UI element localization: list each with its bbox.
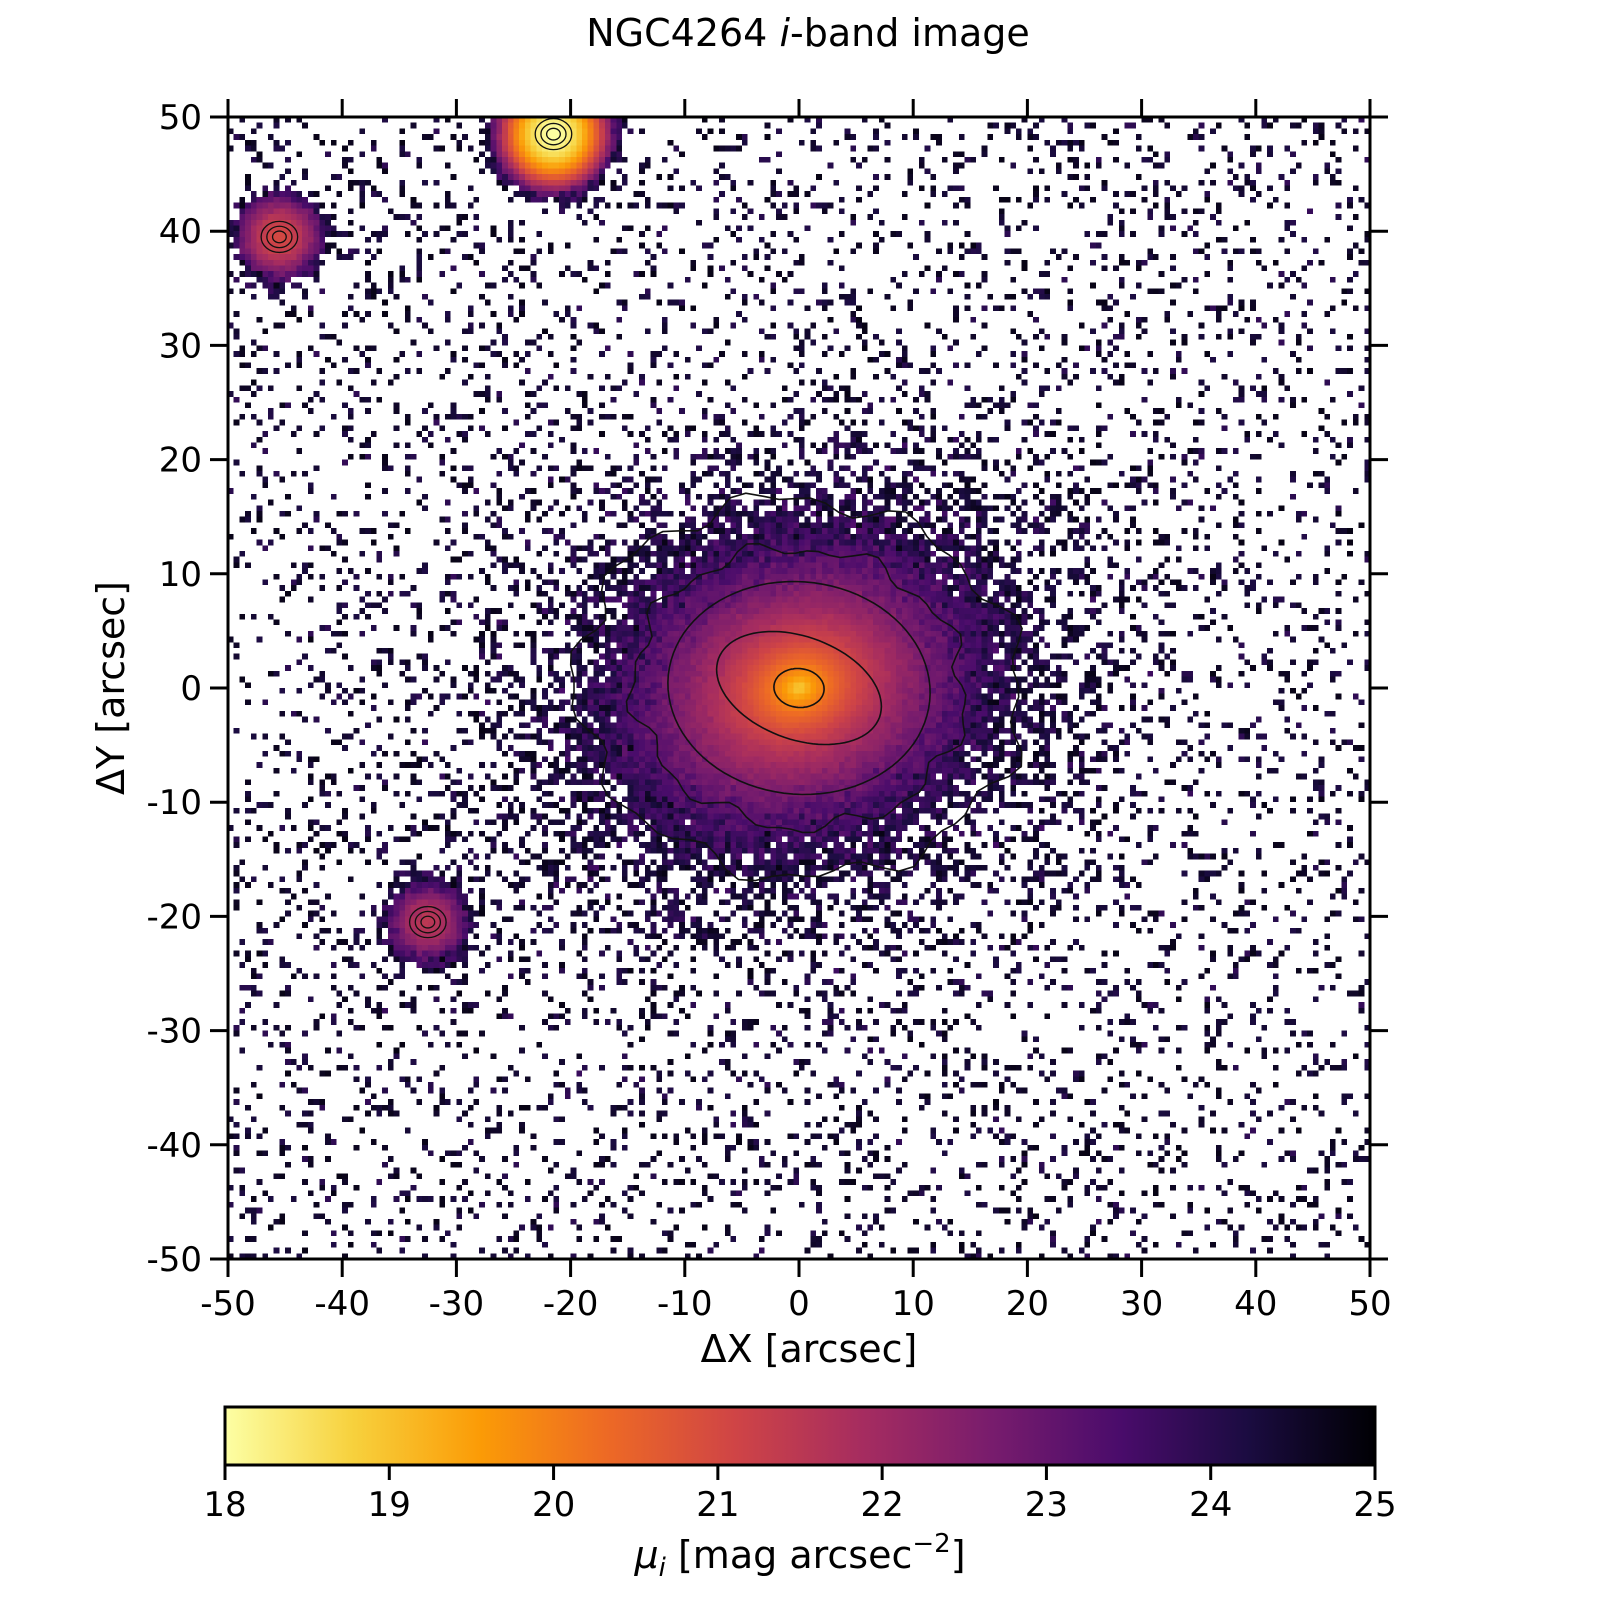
isophote-contour [715, 630, 883, 746]
source-contour [420, 915, 436, 929]
colorbar-tick-label: 21 [696, 1485, 739, 1525]
colorbar-gradient [223, 1405, 1377, 1467]
image-plot-area [226, 115, 1372, 1261]
y-tick-label: -30 [146, 1012, 202, 1052]
colorbar-label: μi [mag arcsec−2] [633, 1529, 965, 1583]
y-axis-label: ΔY [arcsec] [89, 581, 133, 795]
y-tick-label: -50 [146, 1240, 202, 1280]
x-tick-label: -50 [200, 1284, 256, 1324]
x-tick-label: 0 [788, 1284, 810, 1324]
source-contour [260, 220, 299, 254]
x-axis: -50 -40 -30 -20 -10 0 10 20 30 40 50 [200, 99, 1392, 1324]
isophote-contour [569, 492, 1023, 882]
y-tick-label: 10 [159, 555, 202, 595]
source-contour [414, 910, 442, 934]
source-contour [534, 117, 573, 151]
y-tick-label: -40 [146, 1126, 202, 1166]
colorbar-tick-label: 18 [203, 1485, 246, 1525]
source-contour [408, 905, 447, 939]
source-contour [266, 225, 293, 249]
x-axis-label: ΔX [arcsec] [701, 1327, 918, 1371]
x-tick-label: 40 [1234, 1284, 1277, 1324]
y-axis: -50 -40 -30 -20 -10 0 10 20 30 40 50 [146, 98, 1388, 1280]
isophote-contour [625, 542, 967, 834]
colorbar-tick-label: 24 [1189, 1485, 1232, 1525]
chart-title: NGC4264 i-band image [586, 11, 1030, 55]
x-tick-label: -40 [314, 1284, 370, 1324]
x-tick-label: -20 [543, 1284, 599, 1324]
x-tick-label: 50 [1348, 1284, 1391, 1324]
colorbar-tick-label: 23 [1025, 1485, 1068, 1525]
colorbar-ticks: 18 19 20 21 22 23 24 25 [203, 1465, 1397, 1525]
isophote-contour [667, 580, 931, 796]
source-contour [545, 127, 561, 141]
isophote-contours [260, 117, 1023, 939]
colorbar-tick-label: 20 [532, 1485, 575, 1525]
x-tick-label: 30 [1120, 1284, 1163, 1324]
x-tick-label: 10 [892, 1284, 935, 1324]
isophote-contour [773, 667, 825, 709]
x-tick-label: -30 [429, 1284, 485, 1324]
y-tick-label: 20 [159, 441, 202, 481]
colorbar: 18 19 20 21 22 23 24 25 μi [mag arcsec−2] [203, 1405, 1397, 1583]
source-contour [540, 122, 567, 146]
y-tick-label: 0 [180, 669, 202, 709]
x-tick-label: 20 [1006, 1284, 1049, 1324]
surface-brightness-image [228, 117, 1370, 1259]
y-tick-label: 50 [159, 98, 202, 138]
y-tick-label: -10 [146, 783, 202, 823]
x-tick-label: -10 [657, 1284, 713, 1324]
colorbar-tick-label: 22 [861, 1485, 904, 1525]
colorbar-tick-label: 19 [368, 1485, 411, 1525]
y-tick-label: 30 [159, 326, 202, 366]
y-tick-label: 40 [159, 212, 202, 252]
y-tick-label: -20 [146, 897, 202, 937]
colorbar-tick-label: 25 [1353, 1485, 1396, 1525]
source-contour [271, 230, 287, 244]
